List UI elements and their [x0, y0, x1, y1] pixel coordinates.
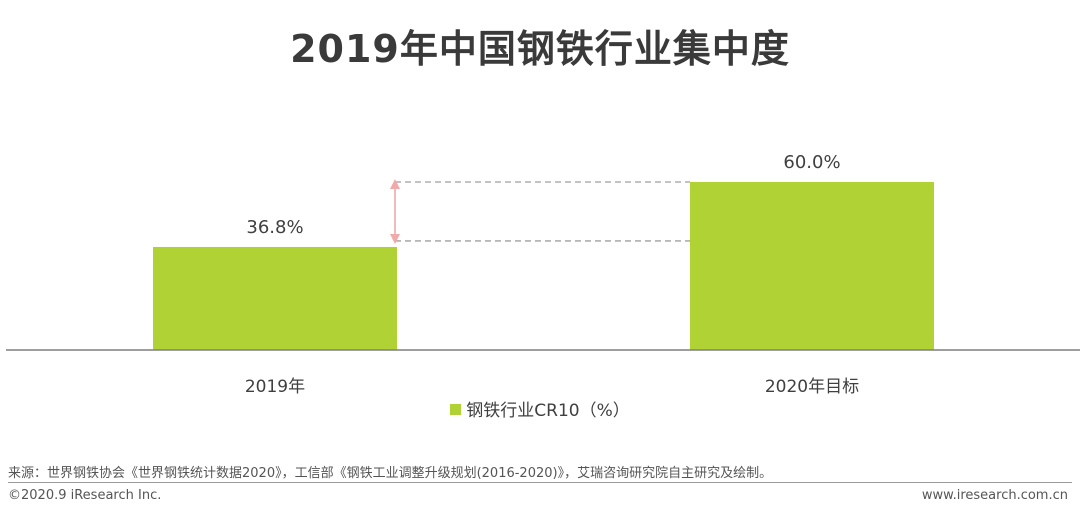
legend-swatch: [450, 404, 462, 415]
source-note: 来源：世界钢铁协会《世界钢铁统计数据2020》，工信部《钢铁工业调整升级规划(2…: [8, 466, 773, 481]
legend-label: 钢铁行业CR10（%）: [466, 401, 630, 421]
data-label-0: 36.8%: [246, 217, 303, 238]
footer-divider: [8, 482, 1072, 483]
data-label-1: 60.0%: [783, 152, 840, 173]
category-label-0: 2019年: [245, 377, 305, 397]
bar-0: [153, 246, 397, 350]
copyright-text: ©2020.9 iResearch Inc.: [8, 488, 162, 503]
bar-1: [690, 182, 934, 350]
legend: 钢铁行业CR10（%）: [0, 396, 1080, 421]
category-label-1: 2020年目标: [765, 377, 859, 397]
website-link[interactable]: www.iresearch.com.cn: [921, 488, 1068, 503]
chart-title: 2019年中国钢铁行业集中度: [290, 27, 790, 71]
